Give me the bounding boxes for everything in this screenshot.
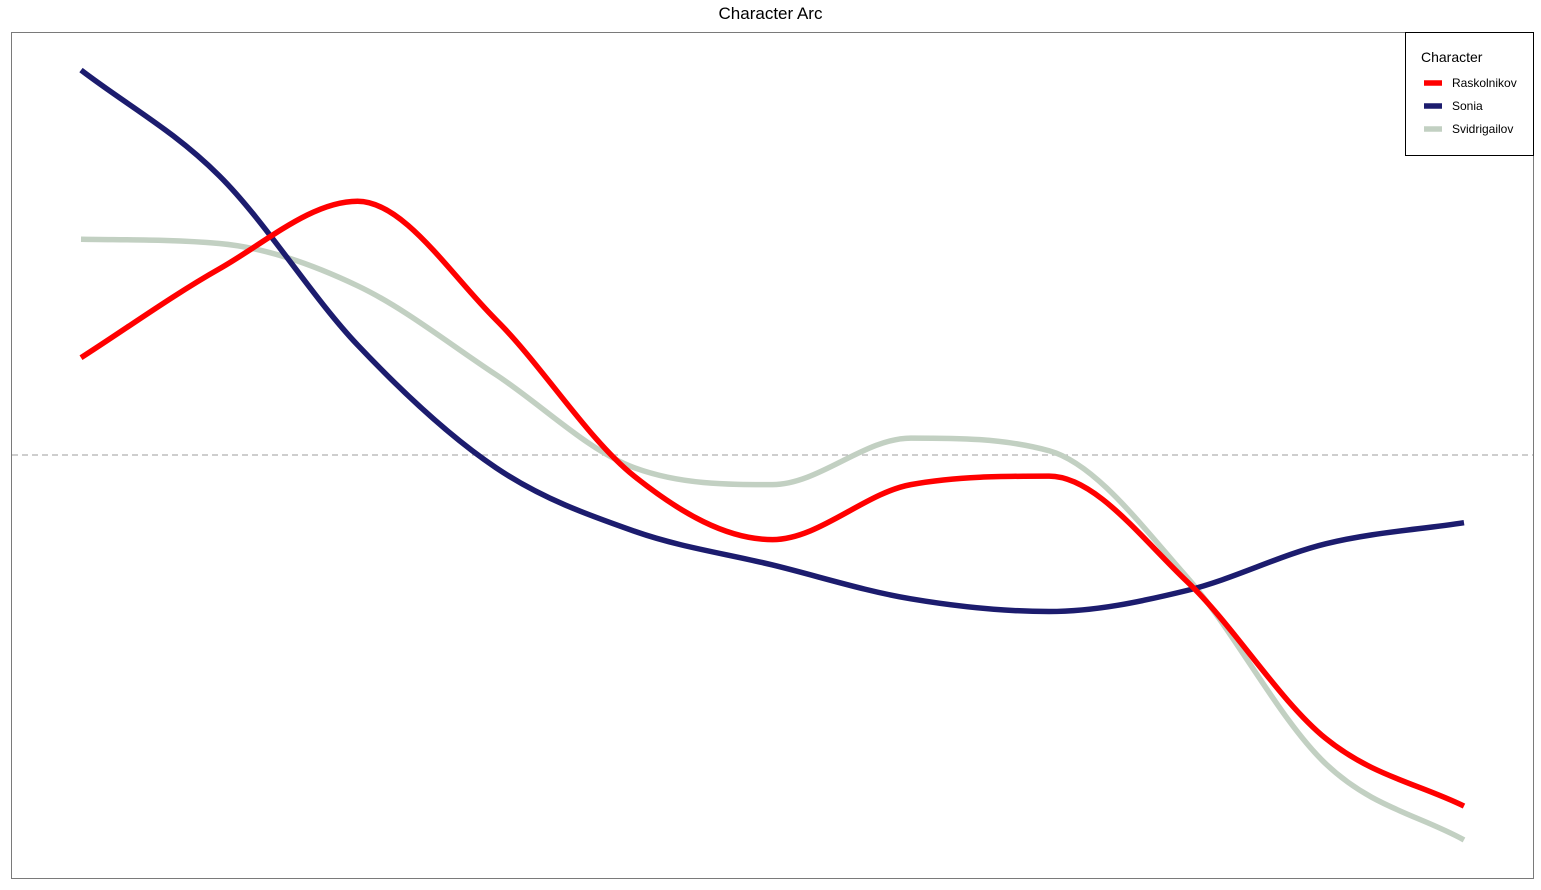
legend-label-sonia: Sonia — [1452, 99, 1483, 113]
series-line-raskolnikov — [79, 198, 1466, 809]
series-line-sonia — [79, 67, 1465, 615]
legend-label-svidrigailov: Svidrigailov — [1452, 122, 1513, 136]
legend-label-raskolnikov: Raskolnikov — [1452, 76, 1517, 90]
legend-title: Character — [1421, 49, 1483, 65]
chart-title: Character Arc — [718, 4, 823, 23]
series-layer — [79, 67, 1466, 843]
legend-items: Raskolnikov Sonia Svidrigailov — [1424, 76, 1517, 136]
legend: Character Raskolnikov Sonia Svidrigailov — [1405, 32, 1534, 156]
plot-border — [11, 32, 1534, 879]
legend-box — [1405, 32, 1534, 156]
series-line-svidrigailov — [80, 236, 1466, 843]
